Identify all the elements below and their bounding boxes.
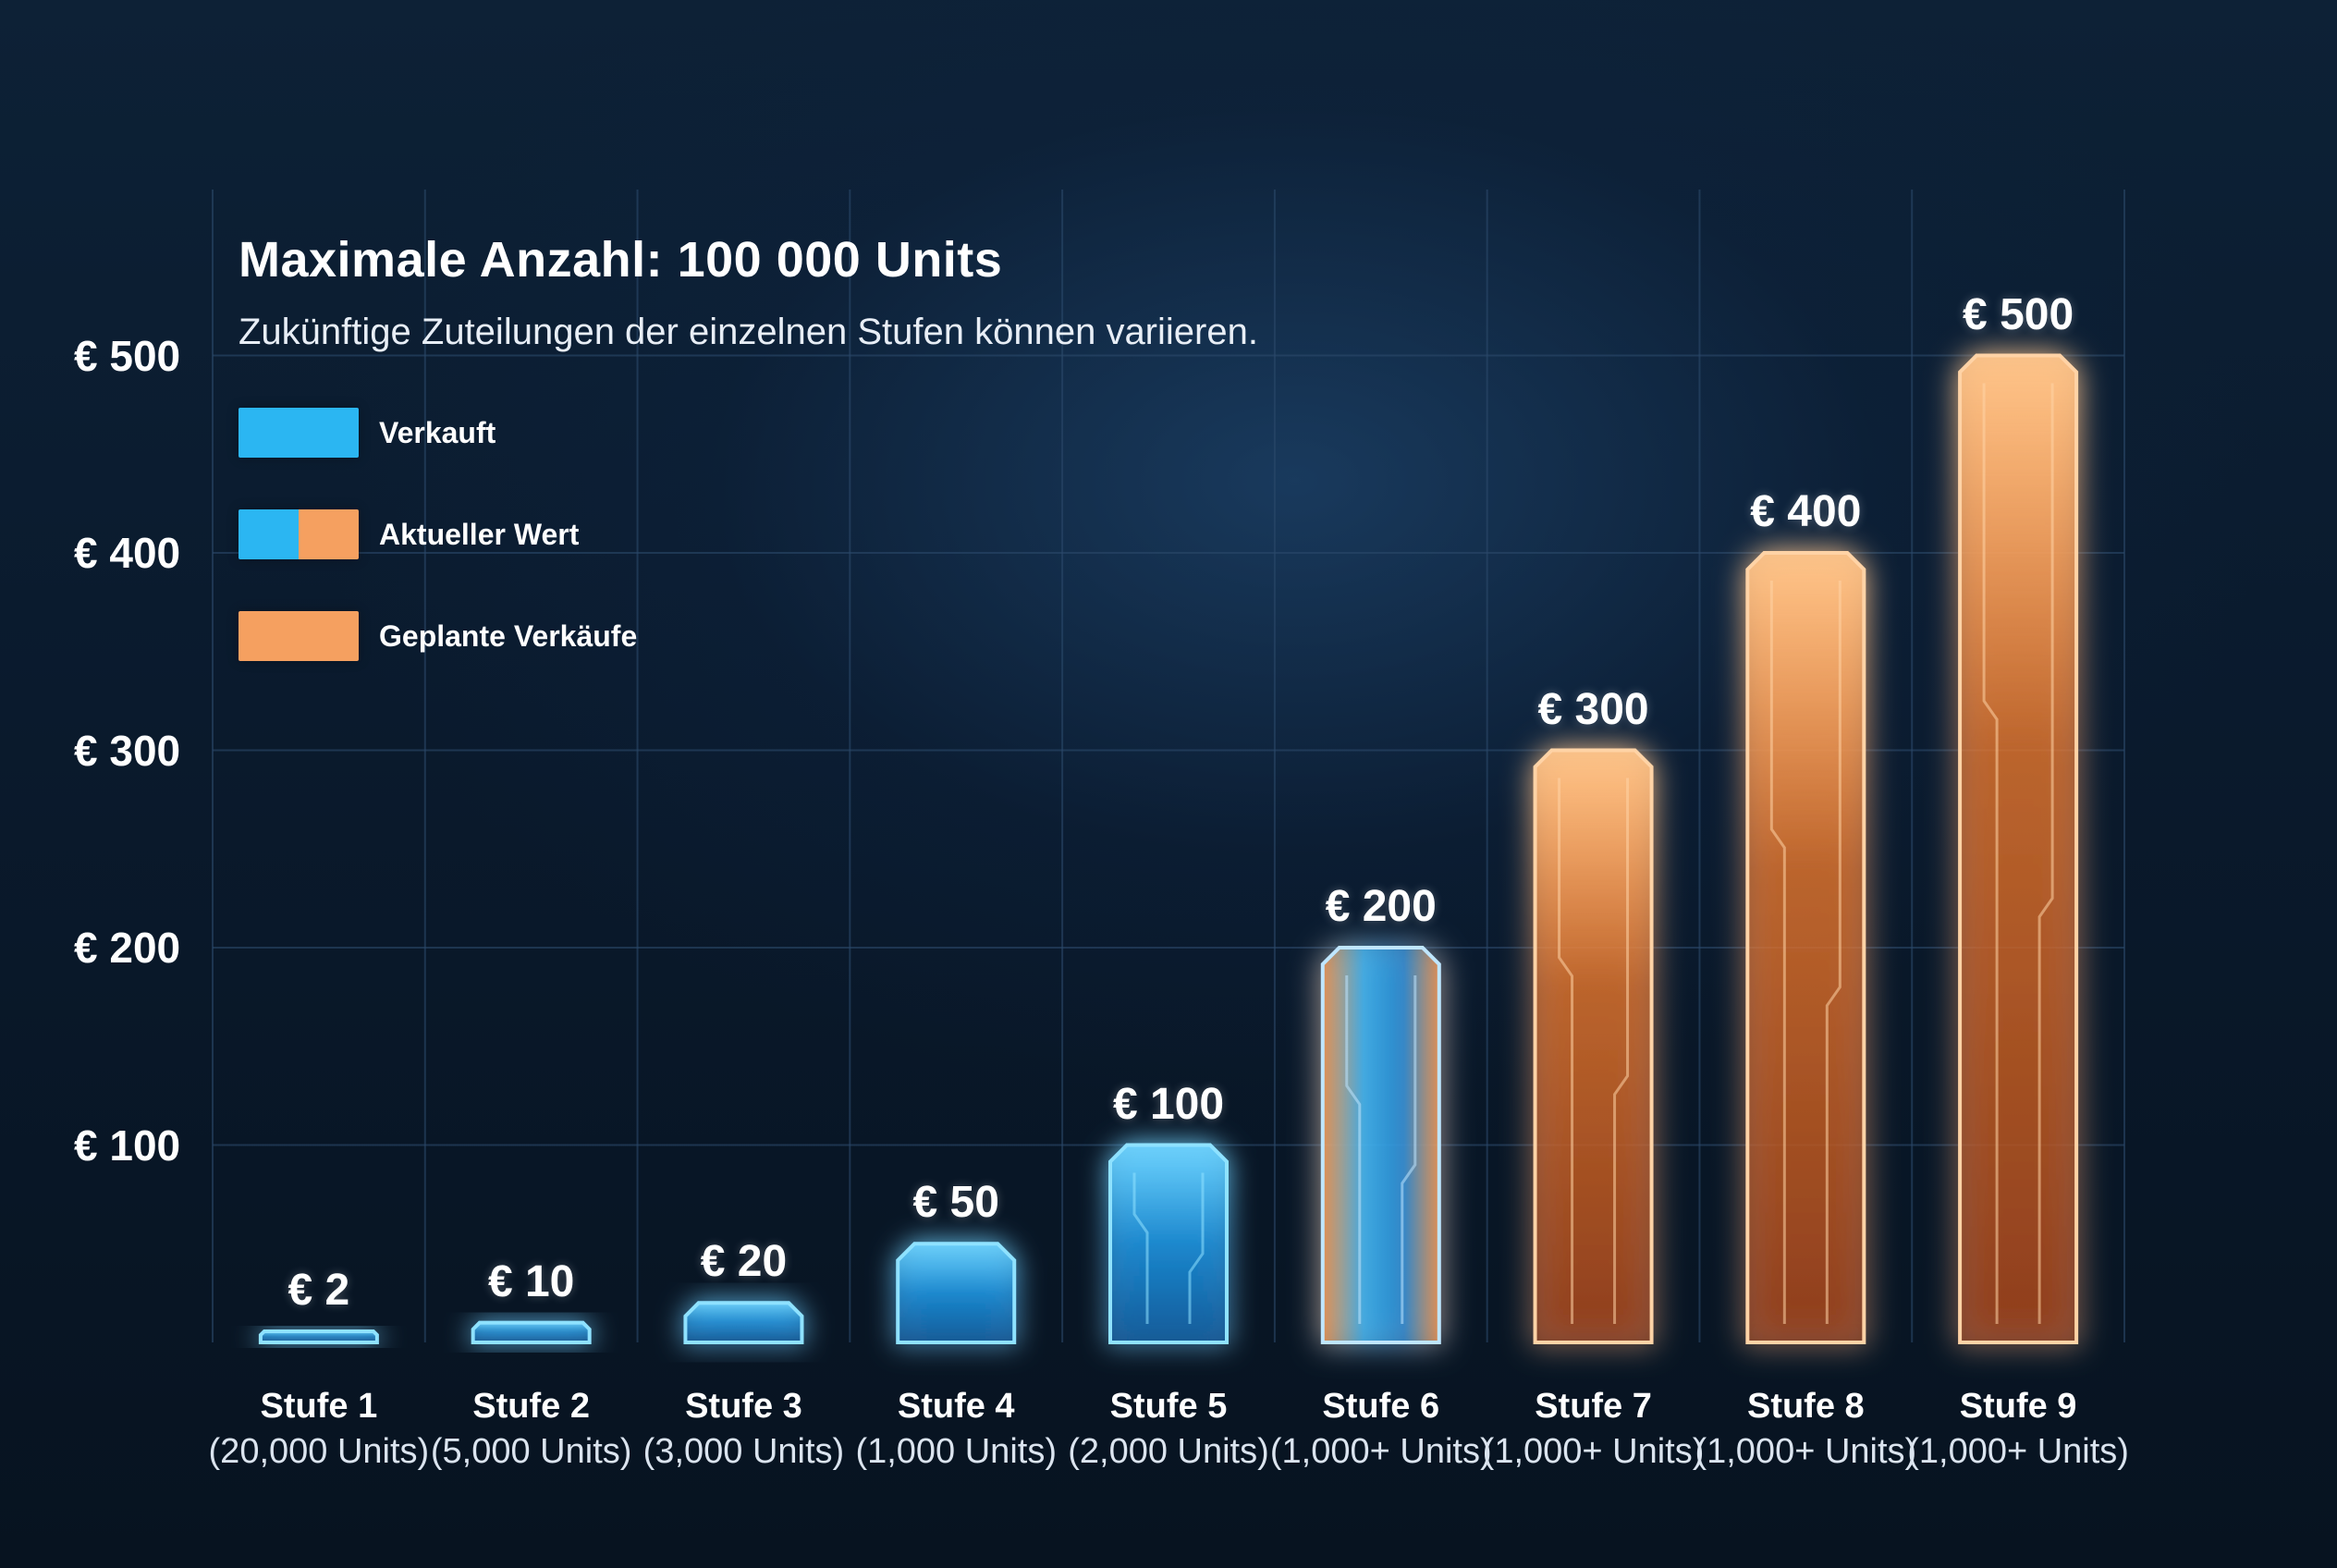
bar-value-label: € 2: [288, 1266, 350, 1315]
x-category-units: (20,000 Units): [208, 1432, 430, 1471]
legend-item-current: Aktueller Wert: [239, 508, 637, 560]
x-category: Stufe 5 (2,000 Units): [1058, 1387, 1279, 1472]
bar-value-label: € 500: [1963, 289, 2074, 339]
x-category-name: Stufe 9: [1959, 1387, 2077, 1426]
bar-value-label: € 300: [1537, 684, 1649, 734]
legend-swatch-planned: [239, 611, 359, 661]
bar-4: [896, 1242, 1017, 1344]
x-category-name: Stufe 8: [1746, 1387, 1865, 1426]
bar-8: [1745, 551, 1866, 1344]
bars: [258, 353, 2079, 1344]
x-category-units: (3,000 Units): [642, 1432, 845, 1471]
bar-circuit-line: [1769, 581, 1786, 1324]
bar-circuit-line: [1345, 975, 1362, 1324]
x-category-units: (2,000 Units): [1068, 1432, 1269, 1471]
bar-circuit-line: [1982, 383, 1999, 1324]
bar-value-label: € 100: [1112, 1079, 1225, 1129]
x-category-name: Stufe 1: [260, 1387, 378, 1426]
x-category-units: (1,000+ Units): [1695, 1432, 1917, 1471]
x-category-units: (1,000+ Units): [1482, 1432, 1705, 1471]
legend: Verkauft Aktueller Wert Geplante Verkäuf…: [239, 407, 637, 712]
y-tick-label: € 100: [74, 1121, 181, 1170]
bar-circuit-line: [1825, 581, 1841, 1324]
legend-swatch-sold: [239, 408, 359, 458]
x-category: Stufe 6 (1,000+ Units): [1270, 1387, 1492, 1472]
y-tick-label: € 500: [74, 331, 181, 380]
y-tick-label: € 300: [74, 726, 181, 775]
legend-label: Geplante Verkäufe: [379, 619, 638, 653]
bar-3: [683, 1301, 804, 1344]
x-category-name: Stufe 4: [897, 1387, 1015, 1426]
x-category: Stufe 9 (1,000+ Units): [1907, 1387, 2129, 1472]
bar-circuit-line: [1132, 1172, 1149, 1324]
x-category-units: (5,000 Units): [430, 1432, 632, 1471]
bar-value-label: € 50: [912, 1178, 999, 1228]
chart-subtitle: Zukünftige Zuteilungen der einzelnen Stu…: [239, 312, 1258, 352]
legend-item-planned: Geplante Verkäufe: [239, 610, 637, 662]
chart-title: Maximale Anzahl: 100 000 Units: [239, 232, 1003, 288]
x-category-name: Stufe 6: [1322, 1387, 1440, 1426]
bar-circuit-line: [2037, 383, 2054, 1324]
y-tick-label: € 200: [74, 924, 181, 972]
bar-circuit-line: [1558, 778, 1574, 1324]
bar-5: [1108, 1143, 1229, 1344]
x-category-name: Stufe 3: [685, 1387, 802, 1426]
bar-value-label: € 200: [1325, 882, 1437, 931]
bar-7: [1533, 748, 1654, 1344]
bar-9: [1958, 353, 2079, 1344]
bar-circuit-line: [1613, 778, 1630, 1324]
bar-value-label: € 10: [487, 1256, 575, 1306]
bar-value-label: € 400: [1750, 487, 1862, 536]
x-category: Stufe 7 (1,000+ Units): [1483, 1387, 1705, 1472]
bar-circuit-line: [1401, 975, 1417, 1324]
legend-label: Verkauft: [379, 415, 496, 449]
x-category: Stufe 4 (1,000 Units): [845, 1387, 1067, 1472]
y-tick-label: € 400: [74, 529, 181, 577]
x-category-name: Stufe 5: [1109, 1387, 1228, 1426]
bar-value-label: € 20: [700, 1237, 788, 1287]
x-category-units: (1,000+ Units): [1907, 1432, 2129, 1471]
bar-circuit-line: [1188, 1172, 1205, 1324]
x-category: Stufe 2 (5,000 Units): [421, 1387, 642, 1472]
bar-6: [1320, 946, 1441, 1344]
legend-item-sold: Verkauft: [239, 407, 637, 459]
x-category-units: (1,000+ Units): [1269, 1432, 1492, 1471]
legend-label: Aktueller Wert: [379, 517, 580, 551]
x-category-units: (1,000 Units): [855, 1432, 1057, 1471]
x-category: Stufe 8 (1,000+ Units): [1695, 1387, 1916, 1472]
x-category-name: Stufe 2: [472, 1387, 590, 1426]
x-category: Stufe 1 (20,000 Units): [208, 1387, 430, 1472]
x-category: Stufe 3 (3,000 Units): [632, 1387, 854, 1472]
legend-swatch-current: [239, 509, 359, 559]
x-category-name: Stufe 7: [1535, 1387, 1652, 1426]
